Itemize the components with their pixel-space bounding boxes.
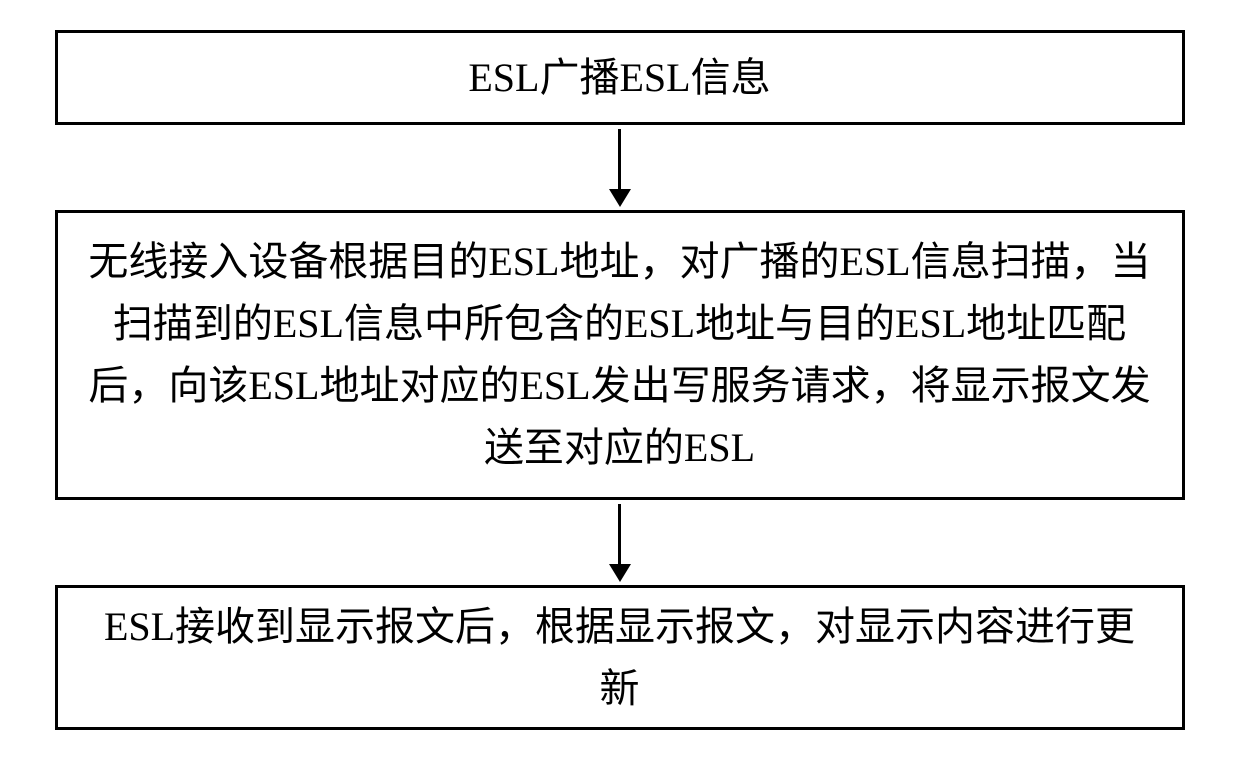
step-1-text: ESL广播ESL信息 <box>468 47 770 109</box>
arrow-1-to-2 <box>609 125 631 210</box>
arrow-line-icon <box>618 504 621 564</box>
arrow-line-icon <box>618 129 621 189</box>
step-3-text: ESL接收到显示报文后，根据显示报文，对显示内容进行更新 <box>88 596 1152 720</box>
arrow-head-icon <box>609 564 631 582</box>
arrow-2-to-3 <box>609 500 631 585</box>
flowchart-step-2: 无线接入设备根据目的ESL地址，对广播的ESL信息扫描，当扫描到的ESL信息中所… <box>55 210 1185 500</box>
step-2-text: 无线接入设备根据目的ESL地址，对广播的ESL信息扫描，当扫描到的ESL信息中所… <box>88 231 1152 479</box>
flowchart-step-1: ESL广播ESL信息 <box>55 30 1185 125</box>
flowchart-step-3: ESL接收到显示报文后，根据显示报文，对显示内容进行更新 <box>55 585 1185 730</box>
arrow-head-icon <box>609 189 631 207</box>
